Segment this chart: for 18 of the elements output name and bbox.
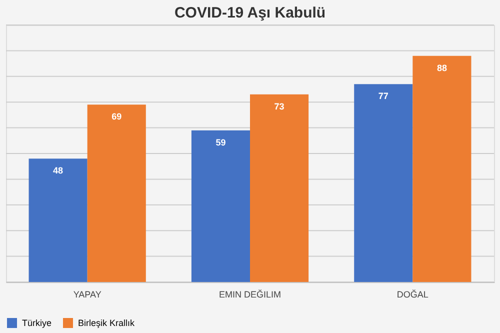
data-label: 69 — [112, 112, 122, 122]
data-label: 73 — [274, 101, 284, 112]
x-tick-label: EMIN DEĞILIM — [218, 290, 282, 300]
bar — [354, 84, 413, 282]
data-label: 77 — [378, 91, 388, 102]
bar — [28, 158, 88, 282]
x-tick-label: DOĞAL — [396, 290, 428, 300]
legend-label: Türkiye — [22, 318, 52, 328]
x-tick-label: YAPAY — [73, 290, 102, 300]
data-label: 48 — [53, 166, 64, 176]
bar — [191, 130, 250, 282]
data-label: 59 — [216, 137, 226, 148]
chart-title: COVID-19 Aşı Kabulü — [174, 4, 326, 22]
data-label: 88 — [436, 62, 447, 73]
bar — [87, 104, 146, 282]
bar — [412, 56, 472, 282]
bar — [250, 94, 309, 282]
legend-label: Birleşik Krallık — [78, 318, 136, 328]
